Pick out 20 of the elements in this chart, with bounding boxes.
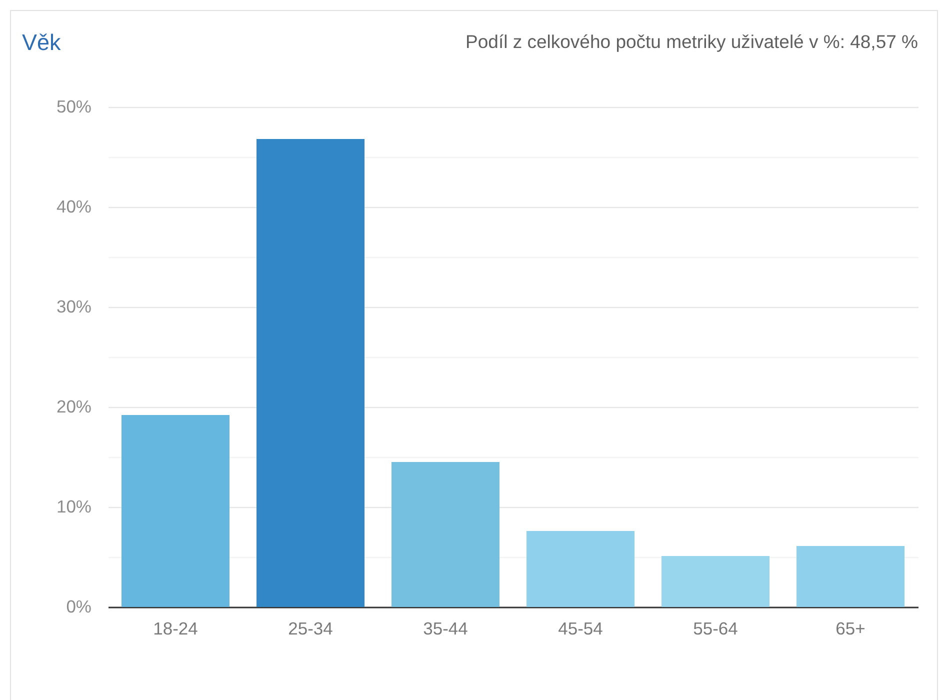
chart-title: Věk <box>22 30 62 55</box>
x-tick-label: 55-64 <box>693 618 738 638</box>
y-tick-label: 30% <box>56 296 92 316</box>
bar <box>256 139 364 607</box>
y-tick-label: 50% <box>56 96 92 116</box>
bar <box>392 462 500 607</box>
x-tick-label: 45-54 <box>558 618 604 638</box>
y-tick-label: 10% <box>56 496 92 516</box>
bar <box>796 546 904 607</box>
bar <box>662 556 770 607</box>
y-tick-label: 20% <box>56 396 92 416</box>
x-tick-label: 35-44 <box>423 618 468 638</box>
chart-subtitle: Podíl z celkového počtu metriky uživatelé v %: 48,57 % <box>466 31 918 52</box>
x-tick-label: 25-34 <box>288 618 334 638</box>
x-tick-label: 18-24 <box>153 618 198 638</box>
y-tick-label: 0% <box>66 596 92 616</box>
bar <box>526 531 634 607</box>
x-tick-label: 65+ <box>836 618 866 638</box>
y-tick-label: 40% <box>56 196 92 216</box>
bar <box>122 415 230 607</box>
